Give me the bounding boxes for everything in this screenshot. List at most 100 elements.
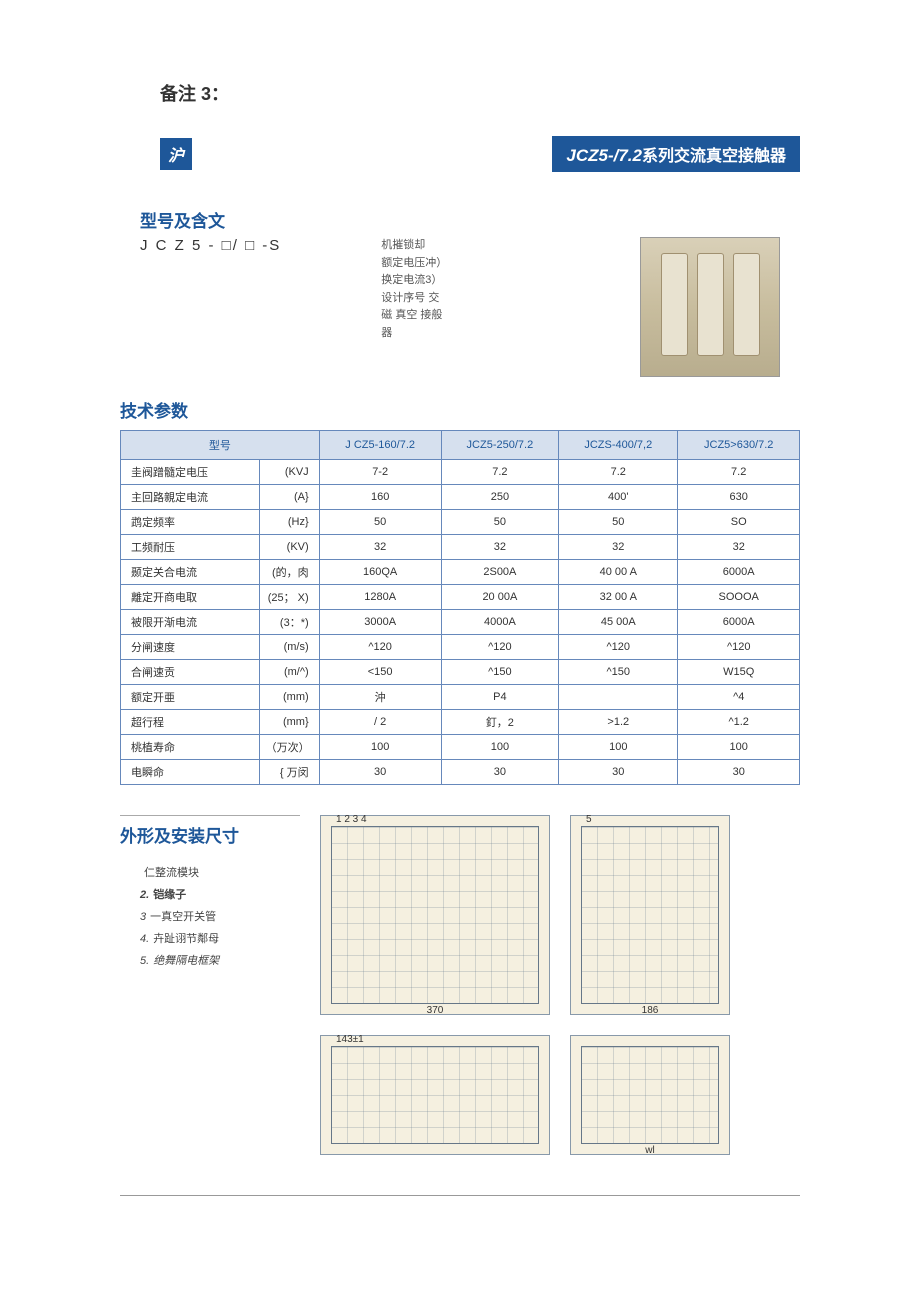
part-item: 2.铠缘子 bbox=[140, 884, 300, 906]
model-row: J C Z 5 - □/ □ -S 机摧锁却 额定电压冲） 换定电流3） 设计序… bbox=[120, 237, 800, 377]
part-item: 3一真空开关管 bbox=[140, 906, 300, 928]
row-unit: { 万闵 bbox=[259, 760, 319, 785]
cell-value: 160QA bbox=[319, 560, 441, 585]
tech-params-header: 技术参数 bbox=[120, 397, 800, 422]
dimensions-header: 外形及安装尺寸 bbox=[120, 815, 300, 847]
cell-value: ^120 bbox=[559, 635, 678, 660]
cell-value: 7.2 bbox=[559, 460, 678, 485]
row-label: 工频耐压 bbox=[121, 535, 260, 560]
cell-value: 40 00 A bbox=[559, 560, 678, 585]
note-title: 备注 3： bbox=[160, 80, 800, 106]
cell-value: 160 bbox=[319, 485, 441, 510]
cell-value: <150 bbox=[319, 660, 441, 685]
diagram-dim: wl bbox=[645, 1145, 654, 1156]
row-unit: (m/s) bbox=[259, 635, 319, 660]
cell-value: 50 bbox=[319, 510, 441, 535]
table-row: 主回路親定电流(A}160250400'630 bbox=[121, 485, 800, 510]
product-title: JCZ5-/7.2系列交流真空接触器 bbox=[552, 136, 800, 172]
cell-value: ^120 bbox=[441, 635, 558, 660]
row-unit: (KV) bbox=[259, 535, 319, 560]
cell-value: ^120 bbox=[678, 635, 800, 660]
row-label: 圭阀蹭髓定电压 bbox=[121, 460, 260, 485]
model-legend: 机摧锁却 额定电压冲） 换定电流3） 设计序号 交 磁 真空 接般 器 bbox=[381, 237, 447, 343]
cell-value: 6000A bbox=[678, 560, 800, 585]
legend-line: 换定电流3） bbox=[381, 272, 447, 290]
part-text: 一真空开关管 bbox=[150, 911, 216, 923]
part-text: 铠缘子 bbox=[153, 889, 186, 901]
product-series: JCZ5-/7.2 bbox=[566, 146, 642, 165]
cell-value: 7.2 bbox=[678, 460, 800, 485]
cell-value: 釘，2 bbox=[441, 710, 558, 735]
row-label: 分闸速度 bbox=[121, 635, 260, 660]
cell-value: 250 bbox=[441, 485, 558, 510]
part-num: 5. bbox=[140, 955, 149, 967]
table-header: 型号 bbox=[121, 431, 320, 460]
diagram-side: 5 186 bbox=[570, 815, 730, 1015]
table-row: 超行程(mm}/ 2釘，2>1.2^1.2 bbox=[121, 710, 800, 735]
photo-pole bbox=[697, 253, 724, 356]
cell-value: 30 bbox=[441, 760, 558, 785]
cell-value: 4000A bbox=[441, 610, 558, 635]
spec-table: 型号 J CZ5-160/7.2 JCZ5-250/7.2 JCZS-400/7… bbox=[120, 430, 800, 785]
part-text: 卉趾诩节鄰母 bbox=[153, 933, 219, 945]
table-row: 被限开渐电流(3：*)3000A4000A45 00A6000A bbox=[121, 610, 800, 635]
row-label: 被限开渐电流 bbox=[121, 610, 260, 635]
diagram-mounting: wl bbox=[570, 1035, 730, 1155]
cell-value: 32 bbox=[559, 535, 678, 560]
table-header: JCZ5>630/7.2 bbox=[678, 431, 800, 460]
table-row: 颞定关合电流(的，肉160QA2S00A40 00 A6000A bbox=[121, 560, 800, 585]
model-code: J C Z 5 - □/ □ -S bbox=[140, 237, 281, 254]
diagram-dim: 143±1 bbox=[336, 1034, 364, 1045]
row-unit: (m/^) bbox=[259, 660, 319, 685]
part-text: 仁整流模块 bbox=[144, 867, 199, 879]
row-label: 桃植寿命 bbox=[121, 735, 260, 760]
cell-value: 沖 bbox=[319, 685, 441, 710]
cell-value: 100 bbox=[441, 735, 558, 760]
cell-value: 100 bbox=[559, 735, 678, 760]
part-num: 4. bbox=[140, 933, 149, 945]
part-item: 仁整流模块 bbox=[140, 862, 300, 884]
cell-value: ^4 bbox=[678, 685, 800, 710]
table-row: 工频耐压(KV)32323232 bbox=[121, 535, 800, 560]
legend-line: 额定电压冲） bbox=[381, 255, 447, 273]
row-unit: (A} bbox=[259, 485, 319, 510]
table-row: 鹉定频率(Hz}505050SO bbox=[121, 510, 800, 535]
legend-line: 机摧锁却 bbox=[381, 237, 447, 255]
row-unit: (KVJ bbox=[259, 460, 319, 485]
product-desc: 系列交流真空接触器 bbox=[642, 148, 786, 165]
cell-value bbox=[559, 685, 678, 710]
row-label: 鹉定频率 bbox=[121, 510, 260, 535]
diagram-dim: 370 bbox=[427, 1005, 444, 1016]
cell-value: P4 bbox=[441, 685, 558, 710]
cell-value: 32 bbox=[319, 535, 441, 560]
row-label: 超行程 bbox=[121, 710, 260, 735]
cell-value: 2S00A bbox=[441, 560, 558, 585]
cell-value: 30 bbox=[678, 760, 800, 785]
cell-value: / 2 bbox=[319, 710, 441, 735]
cell-value: 32 00 A bbox=[559, 585, 678, 610]
parts-list: 仁整流模块 2.铠缘子 3一真空开关管 4.卉趾诩节鄰母 5.绝舞隔电框架 bbox=[140, 862, 300, 972]
part-item: 4. 卉趾诩节鄰母 bbox=[140, 928, 300, 950]
legend-line: 器 bbox=[381, 325, 447, 343]
cell-value: 100 bbox=[319, 735, 441, 760]
header-row: 沪 JCZ5-/7.2系列交流真空接触器 bbox=[160, 136, 800, 172]
table-row: 離定开商电取(25； X)1280A20 00A32 00 ASOOOA bbox=[121, 585, 800, 610]
legend-line: 设计序号 交 bbox=[381, 290, 447, 308]
photo-pole bbox=[661, 253, 688, 356]
cell-value: ^150 bbox=[559, 660, 678, 685]
diagram-front: 1 2 3 4 370 bbox=[320, 815, 550, 1015]
product-photo bbox=[640, 237, 780, 377]
diagram-top: 143±1 bbox=[320, 1035, 550, 1155]
brand-logo: 沪 bbox=[160, 138, 192, 170]
table-header: JCZS-400/7,2 bbox=[559, 431, 678, 460]
cell-value: 30 bbox=[559, 760, 678, 785]
row-unit: (25； X) bbox=[259, 585, 319, 610]
cell-value: 45 00A bbox=[559, 610, 678, 635]
row-label: 颞定关合电流 bbox=[121, 560, 260, 585]
diagram-callouts: 1 2 3 4 bbox=[336, 814, 367, 825]
diagram-dim: 186 bbox=[642, 1005, 659, 1016]
row-unit: (Hz} bbox=[259, 510, 319, 535]
table-row: 额定开亜(mm)沖P4^4 bbox=[121, 685, 800, 710]
row-label: 主回路親定电流 bbox=[121, 485, 260, 510]
legend-line: 磁 真空 接般 bbox=[381, 307, 447, 325]
